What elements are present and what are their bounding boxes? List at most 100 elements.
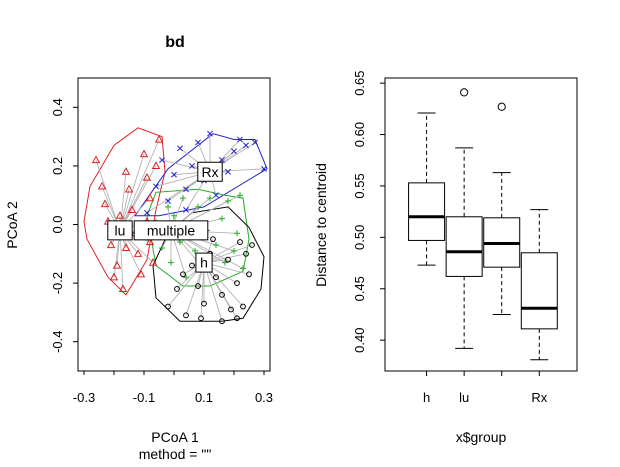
point-multiple bbox=[180, 195, 186, 202]
group-centroid-labels: lu Rx multiple h bbox=[107, 161, 223, 273]
label-multiple: multiple bbox=[147, 222, 195, 238]
point-lu bbox=[136, 269, 146, 278]
label-box-multiple bbox=[133, 220, 209, 241]
point-lu bbox=[145, 237, 155, 246]
boxplot-boxes bbox=[408, 88, 558, 361]
point-lu bbox=[109, 272, 119, 281]
y-tick-label: -0.2 bbox=[50, 272, 65, 294]
x-tick-label: 0.3 bbox=[255, 390, 273, 405]
y-tick-label: -0.4 bbox=[50, 330, 65, 352]
point-rx bbox=[243, 142, 249, 149]
point-h bbox=[201, 300, 207, 307]
point-rx bbox=[189, 162, 195, 169]
boxplot-y-label: Distance to centroid bbox=[313, 163, 329, 287]
y-tick-label: 0.60 bbox=[352, 122, 367, 147]
point-multiple bbox=[195, 203, 201, 210]
point-lu bbox=[133, 249, 143, 257]
point-h bbox=[246, 271, 252, 278]
y-tick-label: 0.2 bbox=[50, 157, 65, 175]
spoke-lu bbox=[95, 159, 121, 231]
y-tick-label: 0.0 bbox=[50, 215, 65, 233]
point-multiple bbox=[213, 242, 219, 249]
point-rx bbox=[144, 209, 150, 216]
point-h bbox=[240, 303, 246, 310]
point-lu bbox=[124, 184, 134, 193]
spoke-lu bbox=[119, 165, 157, 231]
x-tick-label: 0.1 bbox=[195, 390, 213, 405]
x-tick-label: lu bbox=[459, 390, 469, 405]
x-tick-label: h bbox=[423, 390, 430, 405]
y-tick-label: 0.65 bbox=[352, 70, 367, 95]
point-h bbox=[198, 315, 204, 322]
point-lu bbox=[121, 243, 131, 252]
y-tick-label: 0.45 bbox=[352, 276, 367, 301]
pcoa-y-axis: -0.4 -0.2 0.0 0.2 0.4 bbox=[50, 98, 79, 353]
point-multiple bbox=[165, 203, 171, 210]
y-tick-label: 0.40 bbox=[352, 328, 367, 353]
x-tick-label: Rx bbox=[531, 390, 547, 405]
point-h bbox=[228, 306, 234, 313]
point-rx bbox=[231, 148, 237, 155]
label-h: h bbox=[200, 255, 208, 271]
point-multiple bbox=[207, 195, 213, 202]
point-h bbox=[189, 262, 195, 269]
point-h bbox=[210, 236, 216, 243]
point-multiple bbox=[240, 265, 246, 272]
point-multiple bbox=[171, 212, 177, 219]
point-h bbox=[234, 280, 240, 287]
pcoa-y-label: PCoA 2 bbox=[4, 201, 20, 249]
spoke-lu bbox=[119, 139, 160, 231]
outlier-multiple bbox=[497, 102, 506, 111]
point-multiple bbox=[192, 247, 198, 254]
point-h bbox=[174, 286, 180, 292]
pcoa-panel: bd lu Rx multiple h -0.3 -0.1 0.1 0.3 -0.4 -0.2… bbox=[4, 34, 273, 462]
point-rx bbox=[225, 168, 231, 175]
point-h bbox=[234, 315, 240, 322]
point-lu bbox=[106, 240, 116, 249]
point-lu bbox=[139, 149, 149, 158]
y-tick-label: 0.50 bbox=[352, 225, 367, 250]
point-lu bbox=[118, 284, 128, 293]
outlier-lu bbox=[460, 88, 469, 97]
point-multiple bbox=[168, 259, 174, 266]
point-rx bbox=[165, 198, 171, 205]
point-multiple bbox=[183, 274, 189, 281]
pcoa-x-axis: -0.3 -0.1 0.1 0.3 bbox=[73, 370, 273, 405]
point-rx bbox=[153, 183, 159, 190]
point-lu bbox=[151, 161, 161, 169]
point-h bbox=[165, 303, 171, 310]
label-box-lu bbox=[107, 220, 133, 241]
point-h bbox=[183, 312, 189, 319]
boxplot-x-axis: h lu Rx bbox=[423, 370, 548, 405]
point-rx bbox=[195, 139, 201, 146]
point-h bbox=[243, 250, 249, 257]
boxplot-y-axis: 0.40 0.45 0.50 0.55 0.60 0.65 bbox=[352, 70, 386, 353]
label-box-rx bbox=[197, 161, 223, 182]
point-rx bbox=[213, 192, 219, 199]
y-tick-label: 0.4 bbox=[50, 98, 65, 116]
point-lu bbox=[142, 172, 152, 181]
point-h bbox=[225, 256, 231, 263]
point-rx bbox=[171, 171, 177, 178]
label-rx: Rx bbox=[201, 164, 218, 180]
point-h bbox=[213, 274, 219, 281]
point-lu bbox=[97, 181, 107, 190]
point-rx bbox=[183, 186, 189, 193]
point-lu bbox=[100, 199, 110, 208]
point-h bbox=[195, 283, 201, 289]
point-rx bbox=[159, 157, 165, 163]
boxplot-panel: h lu Rx 0.40 0.45 0.50 0.55 0.60 0.65 x$group D… bbox=[313, 70, 578, 445]
pcoa-method-label: method = "" bbox=[139, 446, 212, 462]
hull-lu bbox=[83, 127, 166, 296]
point-multiple bbox=[219, 215, 225, 222]
point-multiple bbox=[237, 192, 243, 199]
point-h bbox=[249, 242, 255, 248]
box-h bbox=[408, 182, 446, 241]
point-h bbox=[219, 291, 225, 298]
point-h bbox=[180, 271, 186, 278]
point-lu bbox=[145, 193, 155, 202]
y-tick-label: 0.55 bbox=[352, 173, 367, 198]
point-rx bbox=[177, 145, 183, 152]
box-rx bbox=[520, 252, 558, 330]
point-multiple bbox=[234, 230, 240, 237]
